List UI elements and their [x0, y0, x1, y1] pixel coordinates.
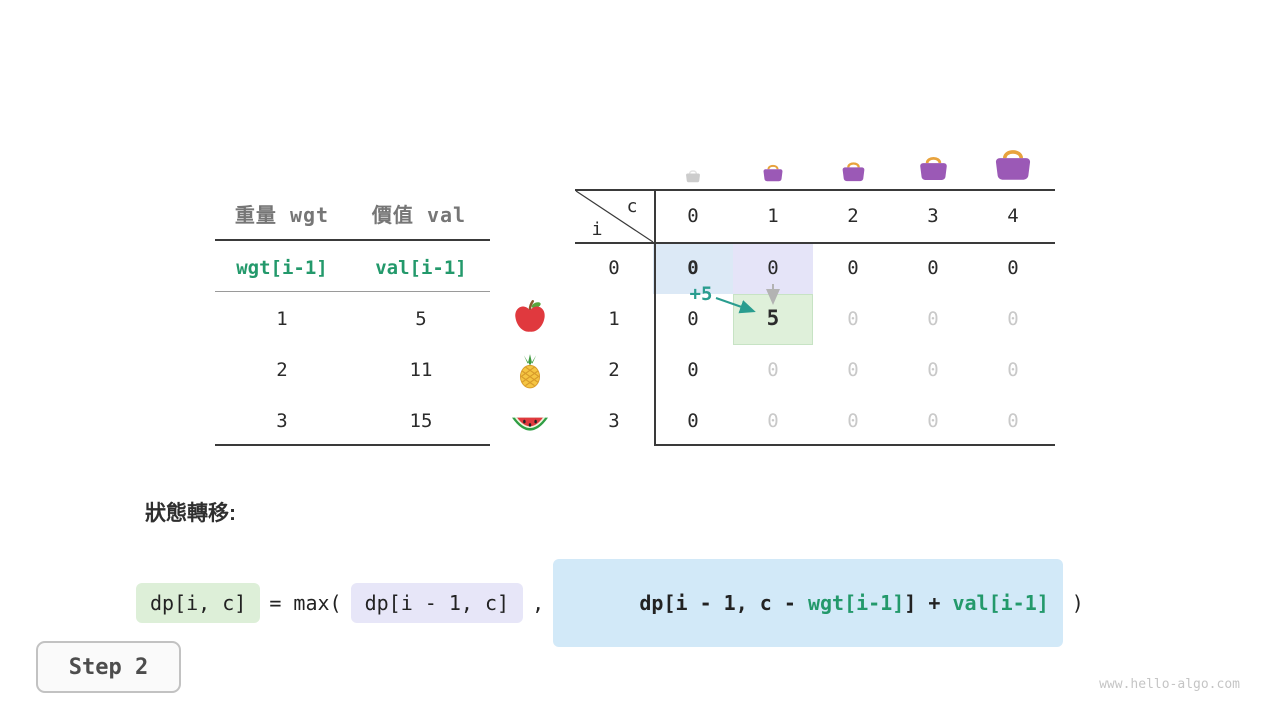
transition-formula: dp[i, c] = max( dp[i - 1, c] , dp[i - 1,…: [136, 559, 1093, 647]
transition-value-annotation: +5: [689, 283, 713, 305]
item-weight: 1: [276, 308, 288, 330]
bag-icon: [685, 168, 701, 183]
formula-option2-middle: ] +: [904, 591, 953, 615]
item-weight: 2: [276, 359, 288, 381]
items-table-bottom-rule: [215, 444, 490, 446]
item-axis-label: i: [591, 219, 603, 240]
dp-cell-2-1: 0: [767, 359, 779, 381]
dp-table-top-rule: [575, 189, 1055, 191]
bag-icon: [762, 162, 784, 182]
dp-cell-highlight-blue: [653, 243, 733, 294]
items-table-mid-rule: [215, 291, 490, 292]
dp-cell-0-1: 0: [767, 257, 779, 279]
dp-col-header: 3: [927, 205, 939, 227]
dp-cell-3-4: 0: [1007, 410, 1019, 432]
dp-table-bottom-rule: [655, 444, 1055, 446]
bag-icon: [918, 153, 949, 181]
dp-cell-0-2: 0: [847, 257, 859, 279]
dp-col-header: 1: [767, 205, 779, 227]
apple-icon: [512, 299, 548, 335]
weight-column-header: 重量 wgt: [234, 203, 330, 227]
dp-cell-1-0: 0: [687, 308, 699, 330]
step-badge: Step 2: [36, 641, 181, 693]
dp-cell-3-1: 0: [767, 410, 779, 432]
dp-col-header: 4: [1007, 205, 1019, 227]
dp-table-header-rule: [575, 242, 1055, 244]
item-weight: 3: [276, 410, 288, 432]
dp-cell-3-3: 0: [927, 410, 939, 432]
formula-separator: ,: [532, 591, 545, 615]
dp-cell-1-4: 0: [1007, 308, 1019, 330]
formula-option2-wgt: wgt[i-1]: [807, 591, 905, 615]
watermark: www.hello-algo.com: [1099, 677, 1240, 692]
item-value: 5: [415, 308, 427, 330]
dp-cell-0-3: 0: [927, 257, 939, 279]
dp-row-header: 2: [608, 359, 620, 381]
formula-option2-val: val[i-1]: [952, 591, 1049, 615]
dp-cell-1-3: 0: [927, 308, 939, 330]
dp-cell-2-3: 0: [927, 359, 939, 381]
bag-icon: [993, 145, 1033, 181]
dp-cell-2-4: 0: [1007, 359, 1019, 381]
dp-cell-0-0: 0: [687, 257, 699, 279]
items-table-top-rule: [215, 239, 490, 241]
item-value: 11: [409, 359, 433, 381]
dp-cell-3-0: 0: [687, 410, 699, 432]
formula-operator: = max(: [269, 591, 342, 615]
formula-option2-prefix: dp[i - 1, c -: [639, 591, 808, 615]
formula-option1-chip: dp[i - 1, c]: [350, 583, 524, 623]
formula-close-paren: ): [1071, 591, 1084, 615]
capacity-axis-label: c: [626, 196, 638, 217]
dp-cell-2-0: 0: [687, 359, 699, 381]
dp-cell-2-2: 0: [847, 359, 859, 381]
dp-col-header: 0: [687, 205, 699, 227]
dp-cell-1-1: 5: [766, 306, 780, 330]
wgt-formula-cell: wgt[i-1]: [236, 257, 328, 279]
formula-lhs-chip: dp[i, c]: [136, 583, 261, 623]
formula-option2-chip: dp[i - 1, c - wgt[i-1]] + val[i-1]: [553, 559, 1063, 647]
dp-cell-3-2: 0: [847, 410, 859, 432]
dp-row-header: 1: [608, 308, 620, 330]
val-formula-cell: val[i-1]: [375, 257, 467, 279]
dp-col-header: 2: [847, 205, 859, 227]
watermelon-icon: [512, 403, 548, 439]
dp-table-vertical-rule: [654, 189, 656, 446]
dp-cell-1-2: 0: [847, 308, 859, 330]
transition-label: 狀態轉移:: [145, 502, 236, 525]
item-value: 15: [409, 410, 433, 432]
dp-row-header: 3: [608, 410, 620, 432]
bag-icon: [841, 159, 866, 182]
value-column-header: 價值 val: [371, 203, 467, 227]
dp-row-header: 0: [608, 257, 620, 279]
pineapple-icon: [512, 353, 548, 389]
dp-cell-0-4: 0: [1007, 257, 1019, 279]
